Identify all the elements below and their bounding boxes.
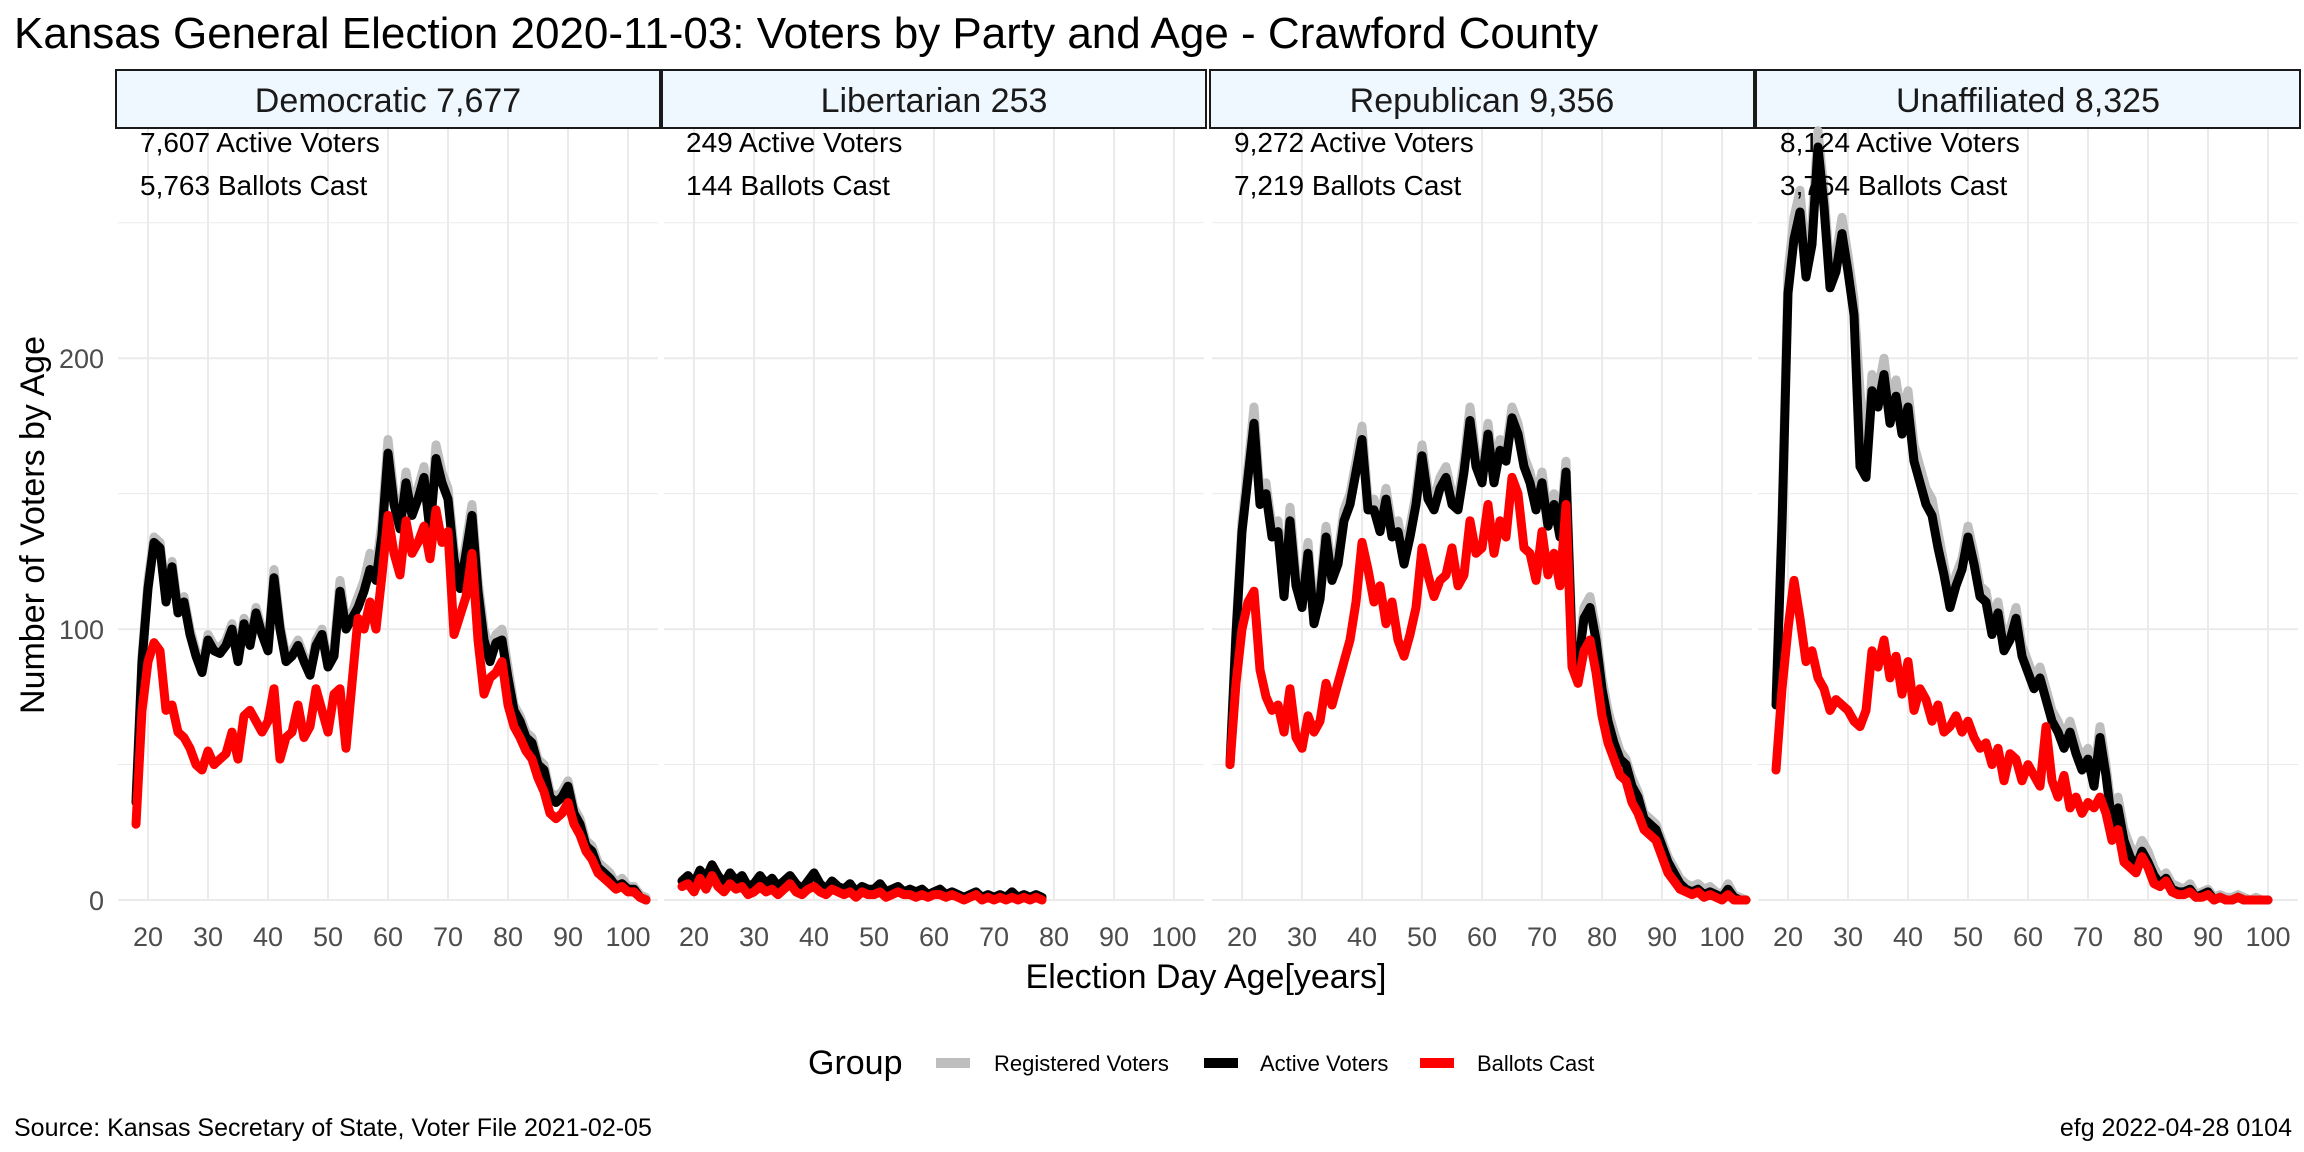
panel-annotation: 3,764 Ballots Cast bbox=[1780, 170, 2007, 201]
x-tick-label: 30 bbox=[193, 922, 223, 952]
panel-annotation: 144 Ballots Cast bbox=[686, 170, 890, 201]
x-tick-label: 40 bbox=[1893, 922, 1923, 952]
x-tick-label: 80 bbox=[493, 922, 523, 952]
x-tick-label: 20 bbox=[1773, 922, 1803, 952]
panel-annotation: 249 Active Voters bbox=[686, 127, 902, 158]
x-tick-label: 30 bbox=[1287, 922, 1317, 952]
x-tick-label: 50 bbox=[313, 922, 343, 952]
source-caption: Source: Kansas Secretary of State, Voter… bbox=[14, 1114, 652, 1142]
panel-1: Democratic 7,677 7,607 Active Voters 5,763… bbox=[59, 69, 661, 952]
x-axis-title: Election Day Age[years] bbox=[1026, 958, 1387, 996]
panel-annotation: 7,607 Active Voters bbox=[140, 127, 380, 158]
x-tick-label: 100 bbox=[1699, 922, 1744, 952]
chart-title: Kansas General Election 2020-11-03: Vote… bbox=[14, 9, 1598, 58]
x-tick-label: 100 bbox=[605, 922, 650, 952]
series-line-1 bbox=[1225, 402, 1751, 905]
panel-annotation: 9,272 Active Voters bbox=[1234, 127, 1474, 158]
x-tick-label: 20 bbox=[133, 922, 163, 952]
legend-label-active: Active Voters bbox=[1260, 1051, 1388, 1076]
y-tick-label: 200 bbox=[59, 344, 104, 374]
y-tick-label: 0 bbox=[89, 886, 104, 916]
facet-strip bbox=[661, 69, 1207, 129]
panel-4: Unaffiliated 8,325 8,124 Active Voters 3,7… bbox=[1755, 69, 2301, 952]
x-tick-label: 80 bbox=[1039, 922, 1069, 952]
facet-panels: Democratic 7,677 7,607 Active Voters 5,763… bbox=[59, 69, 2301, 952]
facet-strip bbox=[1209, 69, 1755, 129]
facet-strip bbox=[115, 69, 661, 129]
legend-label-ballots: Ballots Cast bbox=[1477, 1051, 1594, 1076]
x-tick-label: 90 bbox=[2193, 922, 2223, 952]
x-tick-label: 40 bbox=[1347, 922, 1377, 952]
x-tick-label: 30 bbox=[1833, 922, 1863, 952]
x-tick-label: 80 bbox=[1587, 922, 1617, 952]
timestamp-caption: efg 2022-04-28 0104 bbox=[2060, 1114, 2292, 1142]
legend-title: Group bbox=[808, 1044, 903, 1082]
x-tick-label: 100 bbox=[1151, 922, 1196, 952]
x-tick-label: 60 bbox=[1467, 922, 1497, 952]
series-line-2 bbox=[1771, 142, 2273, 905]
x-tick-label: 70 bbox=[2073, 922, 2103, 952]
series-line-2 bbox=[131, 448, 651, 905]
panel-annotation: 7,219 Ballots Cast bbox=[1234, 170, 1461, 201]
x-tick-label: 60 bbox=[373, 922, 403, 952]
panel-2: Libertarian 253 249 Active Voters 144 Ball… bbox=[661, 69, 1207, 952]
x-tick-label: 90 bbox=[1099, 922, 1129, 952]
x-tick-label: 70 bbox=[1527, 922, 1557, 952]
x-tick-label: 30 bbox=[739, 922, 769, 952]
x-tick-label: 80 bbox=[2133, 922, 2163, 952]
y-tick-label: 100 bbox=[59, 615, 104, 645]
y-axis-title: Number of Voters by Age bbox=[14, 336, 52, 714]
x-tick-label: 50 bbox=[859, 922, 889, 952]
x-tick-label: 70 bbox=[433, 922, 463, 952]
x-tick-label: 60 bbox=[2013, 922, 2043, 952]
x-tick-label: 50 bbox=[1407, 922, 1437, 952]
x-tick-label: 90 bbox=[553, 922, 583, 952]
x-tick-label: 90 bbox=[1647, 922, 1677, 952]
x-tick-label: 70 bbox=[979, 922, 1009, 952]
facet-strip bbox=[1755, 69, 2301, 129]
panel-3: Republican 9,356 9,272 Active Voters 7,219… bbox=[1209, 69, 1755, 952]
x-tick-label: 20 bbox=[679, 922, 709, 952]
x-tick-label: 40 bbox=[799, 922, 829, 952]
series-line-3 bbox=[677, 871, 1047, 905]
series-line-3 bbox=[131, 505, 651, 905]
x-tick-label: 40 bbox=[253, 922, 283, 952]
facet-strip-label: Republican 9,356 bbox=[1350, 82, 1615, 120]
x-tick-label: 60 bbox=[919, 922, 949, 952]
series-line-2 bbox=[1225, 413, 1751, 905]
x-tick-label: 100 bbox=[2245, 922, 2290, 952]
panel-annotation: 5,763 Ballots Cast bbox=[140, 170, 367, 201]
facet-strip-label: Unaffiliated 8,325 bbox=[1896, 82, 2160, 120]
legend-label-registered: Registered Voters bbox=[994, 1051, 1169, 1076]
x-tick-label: 20 bbox=[1227, 922, 1257, 952]
panel-annotation: 8,124 Active Voters bbox=[1780, 127, 2020, 158]
series-line-3 bbox=[1225, 472, 1751, 905]
legend: Group Registered Voters Active Voters Ba… bbox=[808, 1044, 1594, 1082]
x-tick-label: 50 bbox=[1953, 922, 1983, 952]
series-line-3 bbox=[1771, 575, 2273, 905]
facet-strip-label: Libertarian 253 bbox=[821, 82, 1048, 120]
facet-strip-label: Democratic 7,677 bbox=[255, 82, 521, 120]
